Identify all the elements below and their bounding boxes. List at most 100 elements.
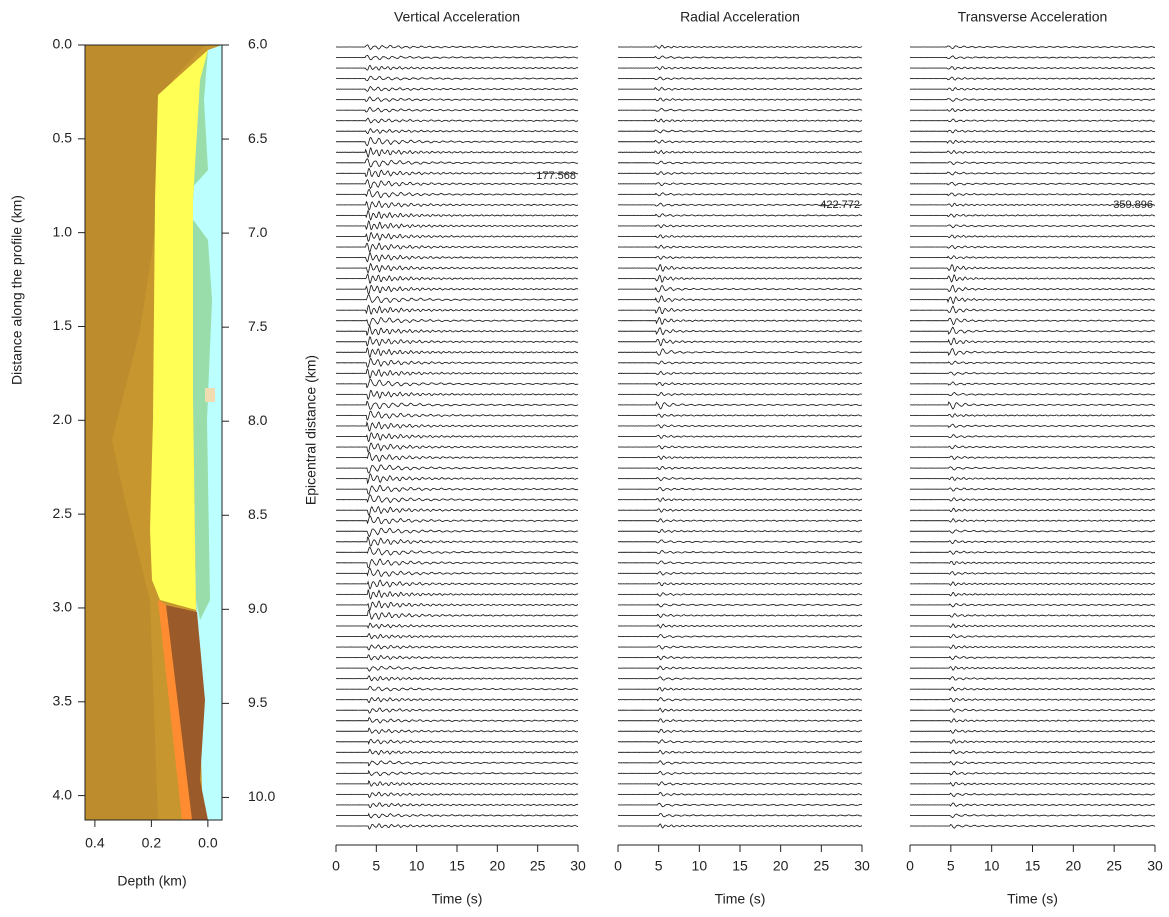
- seismogram-trace: [909, 581, 1155, 586]
- seismogram-trace: [617, 791, 863, 797]
- seismogram-trace: [335, 505, 578, 516]
- seismogram-trace: [335, 567, 579, 577]
- seismogram-trace: [335, 707, 579, 714]
- seismogram-trace: [617, 634, 863, 639]
- x-tick-label: 5: [372, 858, 380, 874]
- seismogram-trace: [617, 381, 863, 387]
- seismogram-trace: [617, 306, 863, 314]
- seismogram-trace: [335, 106, 579, 113]
- seismogram-trace: [335, 317, 579, 327]
- seismogram-trace: [909, 497, 1156, 502]
- seismogram-trace: [618, 370, 863, 376]
- seismogram-trace: [336, 717, 578, 724]
- seismogram-trace: [617, 55, 863, 60]
- geologic-section: [84, 44, 223, 821]
- seismogram-trace: [909, 792, 1156, 798]
- seismogram-trace: [909, 623, 1156, 629]
- seismogram-trace: [335, 96, 579, 102]
- seismogram-trace: [617, 455, 863, 461]
- layer-sediment: [150, 50, 208, 610]
- lens: [205, 388, 215, 402]
- seismogram-trace: [910, 466, 1155, 471]
- y-tick-label: 4.0: [53, 786, 73, 802]
- x-tick-label: 10: [984, 858, 1000, 874]
- seismogram-trace: [909, 66, 1155, 70]
- panel-title: Vertical Acceleration: [394, 9, 520, 25]
- seismogram-trace: [910, 434, 1155, 439]
- plot-frame: [84, 44, 223, 821]
- seismogram-trace: [617, 623, 863, 629]
- seismogram-trace: [335, 304, 578, 315]
- x-tick-label: 15: [732, 858, 748, 874]
- seismogram-trace: [617, 413, 863, 418]
- seismogram-trace: [617, 285, 863, 293]
- seismogram-trace: [617, 139, 863, 144]
- seismogram-trace: [335, 347, 579, 359]
- seismogram-trace: [335, 622, 579, 630]
- seismogram-trace: [335, 262, 579, 274]
- x-tick-label: 0: [614, 858, 622, 874]
- y-tick-label: 0.5: [53, 130, 73, 146]
- seismogram-trace: [335, 633, 579, 640]
- x-tick-label: 20: [1066, 858, 1082, 874]
- seismogram-trace: [617, 592, 863, 597]
- seismogram-trace: [335, 558, 579, 569]
- seismogram-trace: [335, 515, 579, 525]
- seismogram-trace: [335, 654, 579, 661]
- seismogram-trace: [335, 589, 579, 600]
- seismogram-trace: [909, 108, 1156, 113]
- seismogram-trace: [335, 168, 579, 178]
- seismogram-trace: [617, 171, 863, 175]
- x-tick-label: 5: [655, 858, 663, 874]
- seismogram-trace: [909, 708, 1156, 713]
- seismogram-trace: [909, 550, 1155, 555]
- peak-amplitude: 422.772: [820, 199, 860, 211]
- seismogram-trace: [335, 44, 579, 51]
- seismogram-trace: [617, 44, 863, 49]
- seismogram-trace: [335, 536, 579, 547]
- seismogram-trace: [910, 305, 1156, 314]
- seismogram-trace: [335, 464, 579, 474]
- seismogram-trace: [617, 445, 862, 450]
- x-tick-label: 15: [449, 858, 465, 874]
- y-tick-label: 1.5: [53, 317, 73, 333]
- seismogram-trace: [909, 337, 1156, 346]
- seismogram-trace: [909, 98, 1156, 102]
- seismogram-trace: [335, 812, 579, 819]
- seismogram-trace: [909, 192, 1156, 197]
- seismogram-trace: [335, 579, 579, 590]
- y-tick-label: 2.5: [53, 505, 73, 521]
- x-tick-label: 0.2: [142, 835, 162, 851]
- y-tick-label: 3.0: [53, 599, 73, 615]
- y2-axis-label: Epicentral distance (km): [303, 355, 319, 505]
- seismogram-trace: [617, 202, 863, 207]
- seismogram-trace: [335, 780, 579, 787]
- seismogram-trace: [909, 87, 1156, 92]
- seismogram-trace: [336, 75, 578, 82]
- seismogram-trace: [617, 676, 862, 681]
- seismogram-trace: [617, 760, 863, 765]
- x-tick-label: 0: [906, 858, 914, 874]
- seismogram-trace: [336, 484, 579, 495]
- seismogram-trace: [910, 274, 1156, 283]
- seismogram-trace: [335, 685, 579, 692]
- seismogram-trace: [617, 108, 863, 112]
- seismogram-trace: [335, 117, 579, 124]
- seismogram-trace: [617, 255, 863, 260]
- seismogram-trace: [617, 129, 863, 134]
- x-tick-label: 10: [409, 858, 425, 874]
- seismogram-trace: [617, 192, 863, 197]
- seismogram-trace: [617, 781, 863, 786]
- seismogram-trace: [909, 770, 1156, 776]
- seismogram-trace: [617, 477, 863, 482]
- seismogram-trace: [335, 284, 579, 295]
- seismogram-trace: [335, 147, 579, 159]
- seismogram-trace: [335, 158, 578, 168]
- seismogram-trace: [909, 202, 1155, 207]
- seismogram-trace: [617, 581, 863, 587]
- seismogram-trace: [335, 451, 579, 462]
- seismogram-trace: [909, 729, 1156, 734]
- seismogram-trace: [335, 85, 578, 92]
- seismogram-trace: [909, 476, 1156, 481]
